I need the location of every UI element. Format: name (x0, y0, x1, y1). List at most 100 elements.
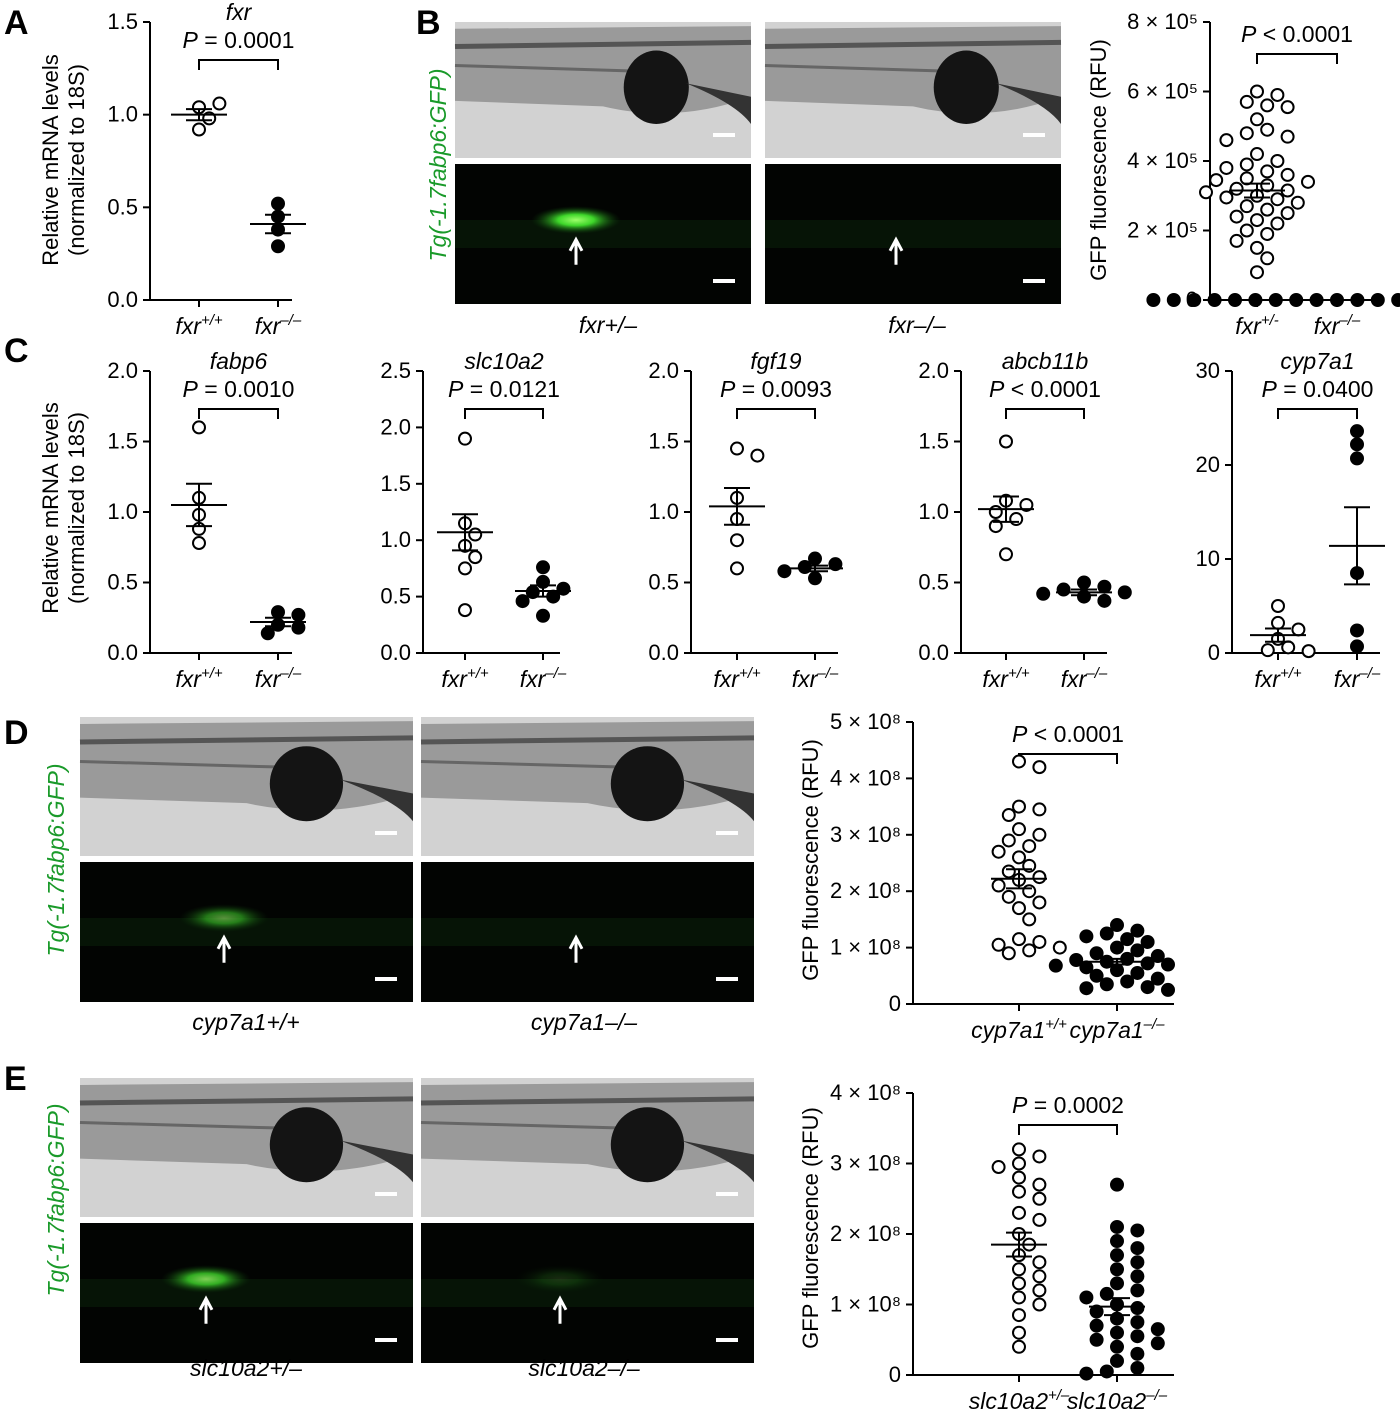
data-point (1110, 1339, 1124, 1354)
data-point (1280, 129, 1295, 144)
data-point (1012, 932, 1026, 947)
data-point (1280, 206, 1295, 221)
data-point (1260, 98, 1275, 113)
data-point (1012, 850, 1026, 865)
notochord (420, 735, 755, 745)
data-point (1239, 171, 1254, 186)
data-point (1012, 1205, 1026, 1220)
x-tick-label: fxr+/+ (175, 312, 222, 339)
significance-bracket (1005, 408, 1085, 419)
data-point (1032, 1191, 1047, 1206)
data-point (1130, 1283, 1145, 1298)
data-point (1291, 622, 1306, 637)
image-label-e-ko: slc10a2–/– (528, 1355, 639, 1381)
x-tick-label: fxr+/+ (982, 665, 1029, 692)
y-tick-label: 2.5 (380, 358, 411, 383)
y-tick-label: 1 × 10⁸ (830, 935, 901, 960)
data-point (1032, 1283, 1047, 1298)
scale-bar (716, 831, 738, 835)
data-point (1079, 981, 1094, 996)
y-tick-label: 1.5 (380, 471, 411, 496)
x-tick-label: cyp7a1–/– (1069, 1016, 1165, 1043)
data-point (1146, 293, 1161, 307)
data-point (1110, 940, 1124, 955)
y-tick-label: 10 (1196, 546, 1220, 571)
data-point (1250, 213, 1264, 228)
liver-region (680, 1140, 754, 1183)
micrograph-group-d (79, 717, 755, 1002)
significance-bracket (198, 59, 279, 70)
y-tick-label: 2 × 10⁸ (830, 1221, 901, 1246)
data-point (1099, 1286, 1114, 1301)
y-tick-label: 0.5 (380, 584, 411, 609)
data-point (1239, 199, 1254, 214)
data-point (1032, 760, 1047, 775)
data-point (271, 239, 285, 254)
data-point (1150, 971, 1165, 986)
data-point (458, 431, 472, 446)
y-tick-label: 0.0 (648, 640, 679, 665)
data-point (1350, 623, 1364, 638)
x-tick-label: fxr–/– (255, 312, 302, 339)
gut-line (420, 759, 621, 769)
data-point (1079, 1366, 1094, 1381)
ylabel-c-line1: Relative mRNA levels (38, 402, 63, 614)
y-tick-label: 0.0 (918, 640, 949, 665)
data-point (777, 564, 792, 579)
gut-line (79, 759, 280, 769)
chart-title: cyp7a1 (1280, 348, 1354, 374)
scale-bar (375, 977, 397, 981)
data-point (291, 607, 306, 622)
ylabel-c-line2: (normalized to 18S) (64, 412, 89, 604)
notochord (79, 735, 414, 745)
data-point (1012, 1156, 1026, 1171)
data-point (1110, 1325, 1124, 1340)
data-point (458, 603, 472, 618)
data-point (1012, 754, 1026, 769)
data-point (988, 519, 1003, 534)
data-point (1099, 977, 1114, 992)
panel-letter-e: E (4, 1060, 27, 1098)
chart-title: abcb11b (1002, 348, 1089, 374)
y-tick-label: 4 × 10⁸ (830, 1080, 901, 1105)
notochord (420, 1096, 755, 1106)
data-point (1248, 293, 1263, 307)
y-tick-label: 1.5 (918, 429, 949, 454)
x-tick-label: cyp7a1+/+ (971, 1016, 1067, 1043)
data-point (1280, 167, 1295, 182)
data-point (1209, 173, 1224, 188)
data-point (1022, 884, 1037, 899)
data-point (1239, 157, 1254, 172)
y-tick-label: 0.0 (107, 287, 138, 312)
y-tick-label: 20 (1196, 452, 1220, 477)
data-point (1260, 202, 1275, 217)
swim-bladder (269, 1107, 344, 1183)
y-tick-label: 1.5 (648, 429, 679, 454)
data-point (1130, 1241, 1145, 1256)
data-point (1239, 223, 1254, 238)
swim-bladder (933, 50, 999, 124)
data-point (1001, 808, 1016, 823)
data-point (1022, 839, 1037, 854)
liver-region (680, 779, 754, 822)
significance-bracket (1018, 1124, 1118, 1135)
liver-region (995, 83, 1061, 124)
data-point (556, 581, 571, 596)
scale-bar (716, 1192, 738, 1196)
data-point (1012, 1184, 1026, 1199)
data-point (468, 550, 483, 565)
data-point (1032, 1177, 1047, 1192)
notochord (764, 39, 1062, 49)
data-point (991, 1160, 1006, 1175)
data-point (1032, 1255, 1047, 1270)
chart-d: 0 1 × 10⁸ 2 × 10⁸ 3 × 10⁸ 4 × 10⁸ 5 × 10⁸ cyp7… (830, 709, 1175, 1043)
data-point (1281, 640, 1296, 655)
data-point (1150, 949, 1165, 964)
x-tick-label: fxr–/– (1061, 665, 1108, 692)
data-point (1271, 615, 1285, 630)
scale-bar (1023, 133, 1045, 137)
ylabel-a-line1: Relative mRNA levels (38, 54, 63, 266)
data-point (1110, 918, 1124, 933)
